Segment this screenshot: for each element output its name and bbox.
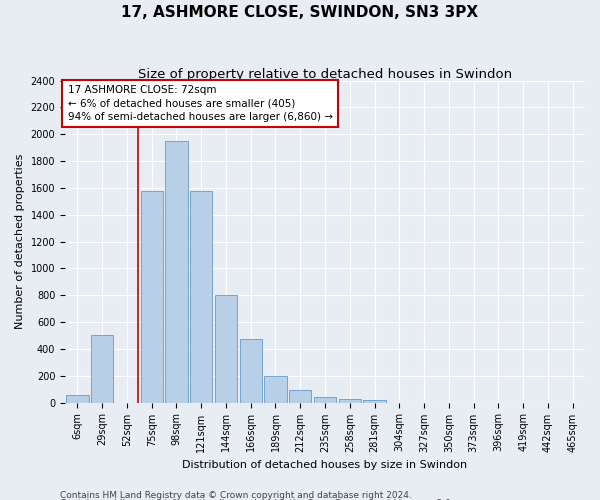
- Text: Contains public sector information licensed under the Open Government Licence v3: Contains public sector information licen…: [60, 499, 454, 500]
- Bar: [66, 394, 89, 402]
- Bar: [289, 390, 311, 402]
- Title: Size of property relative to detached houses in Swindon: Size of property relative to detached ho…: [138, 68, 512, 80]
- Text: Contains HM Land Registry data © Crown copyright and database right 2024.: Contains HM Land Registry data © Crown c…: [60, 490, 412, 500]
- Bar: [140, 190, 163, 402]
- Bar: [239, 340, 262, 402]
- Y-axis label: Number of detached properties: Number of detached properties: [15, 154, 25, 329]
- Bar: [91, 336, 113, 402]
- Bar: [190, 190, 212, 402]
- Text: 17, ASHMORE CLOSE, SWINDON, SN3 3PX: 17, ASHMORE CLOSE, SWINDON, SN3 3PX: [121, 5, 479, 20]
- Bar: [265, 376, 287, 402]
- Bar: [215, 295, 237, 403]
- Bar: [314, 397, 336, 402]
- Bar: [166, 141, 188, 403]
- X-axis label: Distribution of detached houses by size in Swindon: Distribution of detached houses by size …: [182, 460, 467, 470]
- Bar: [364, 400, 386, 402]
- Text: 17 ASHMORE CLOSE: 72sqm
← 6% of detached houses are smaller (405)
94% of semi-de: 17 ASHMORE CLOSE: 72sqm ← 6% of detached…: [68, 86, 332, 122]
- Bar: [338, 398, 361, 402]
